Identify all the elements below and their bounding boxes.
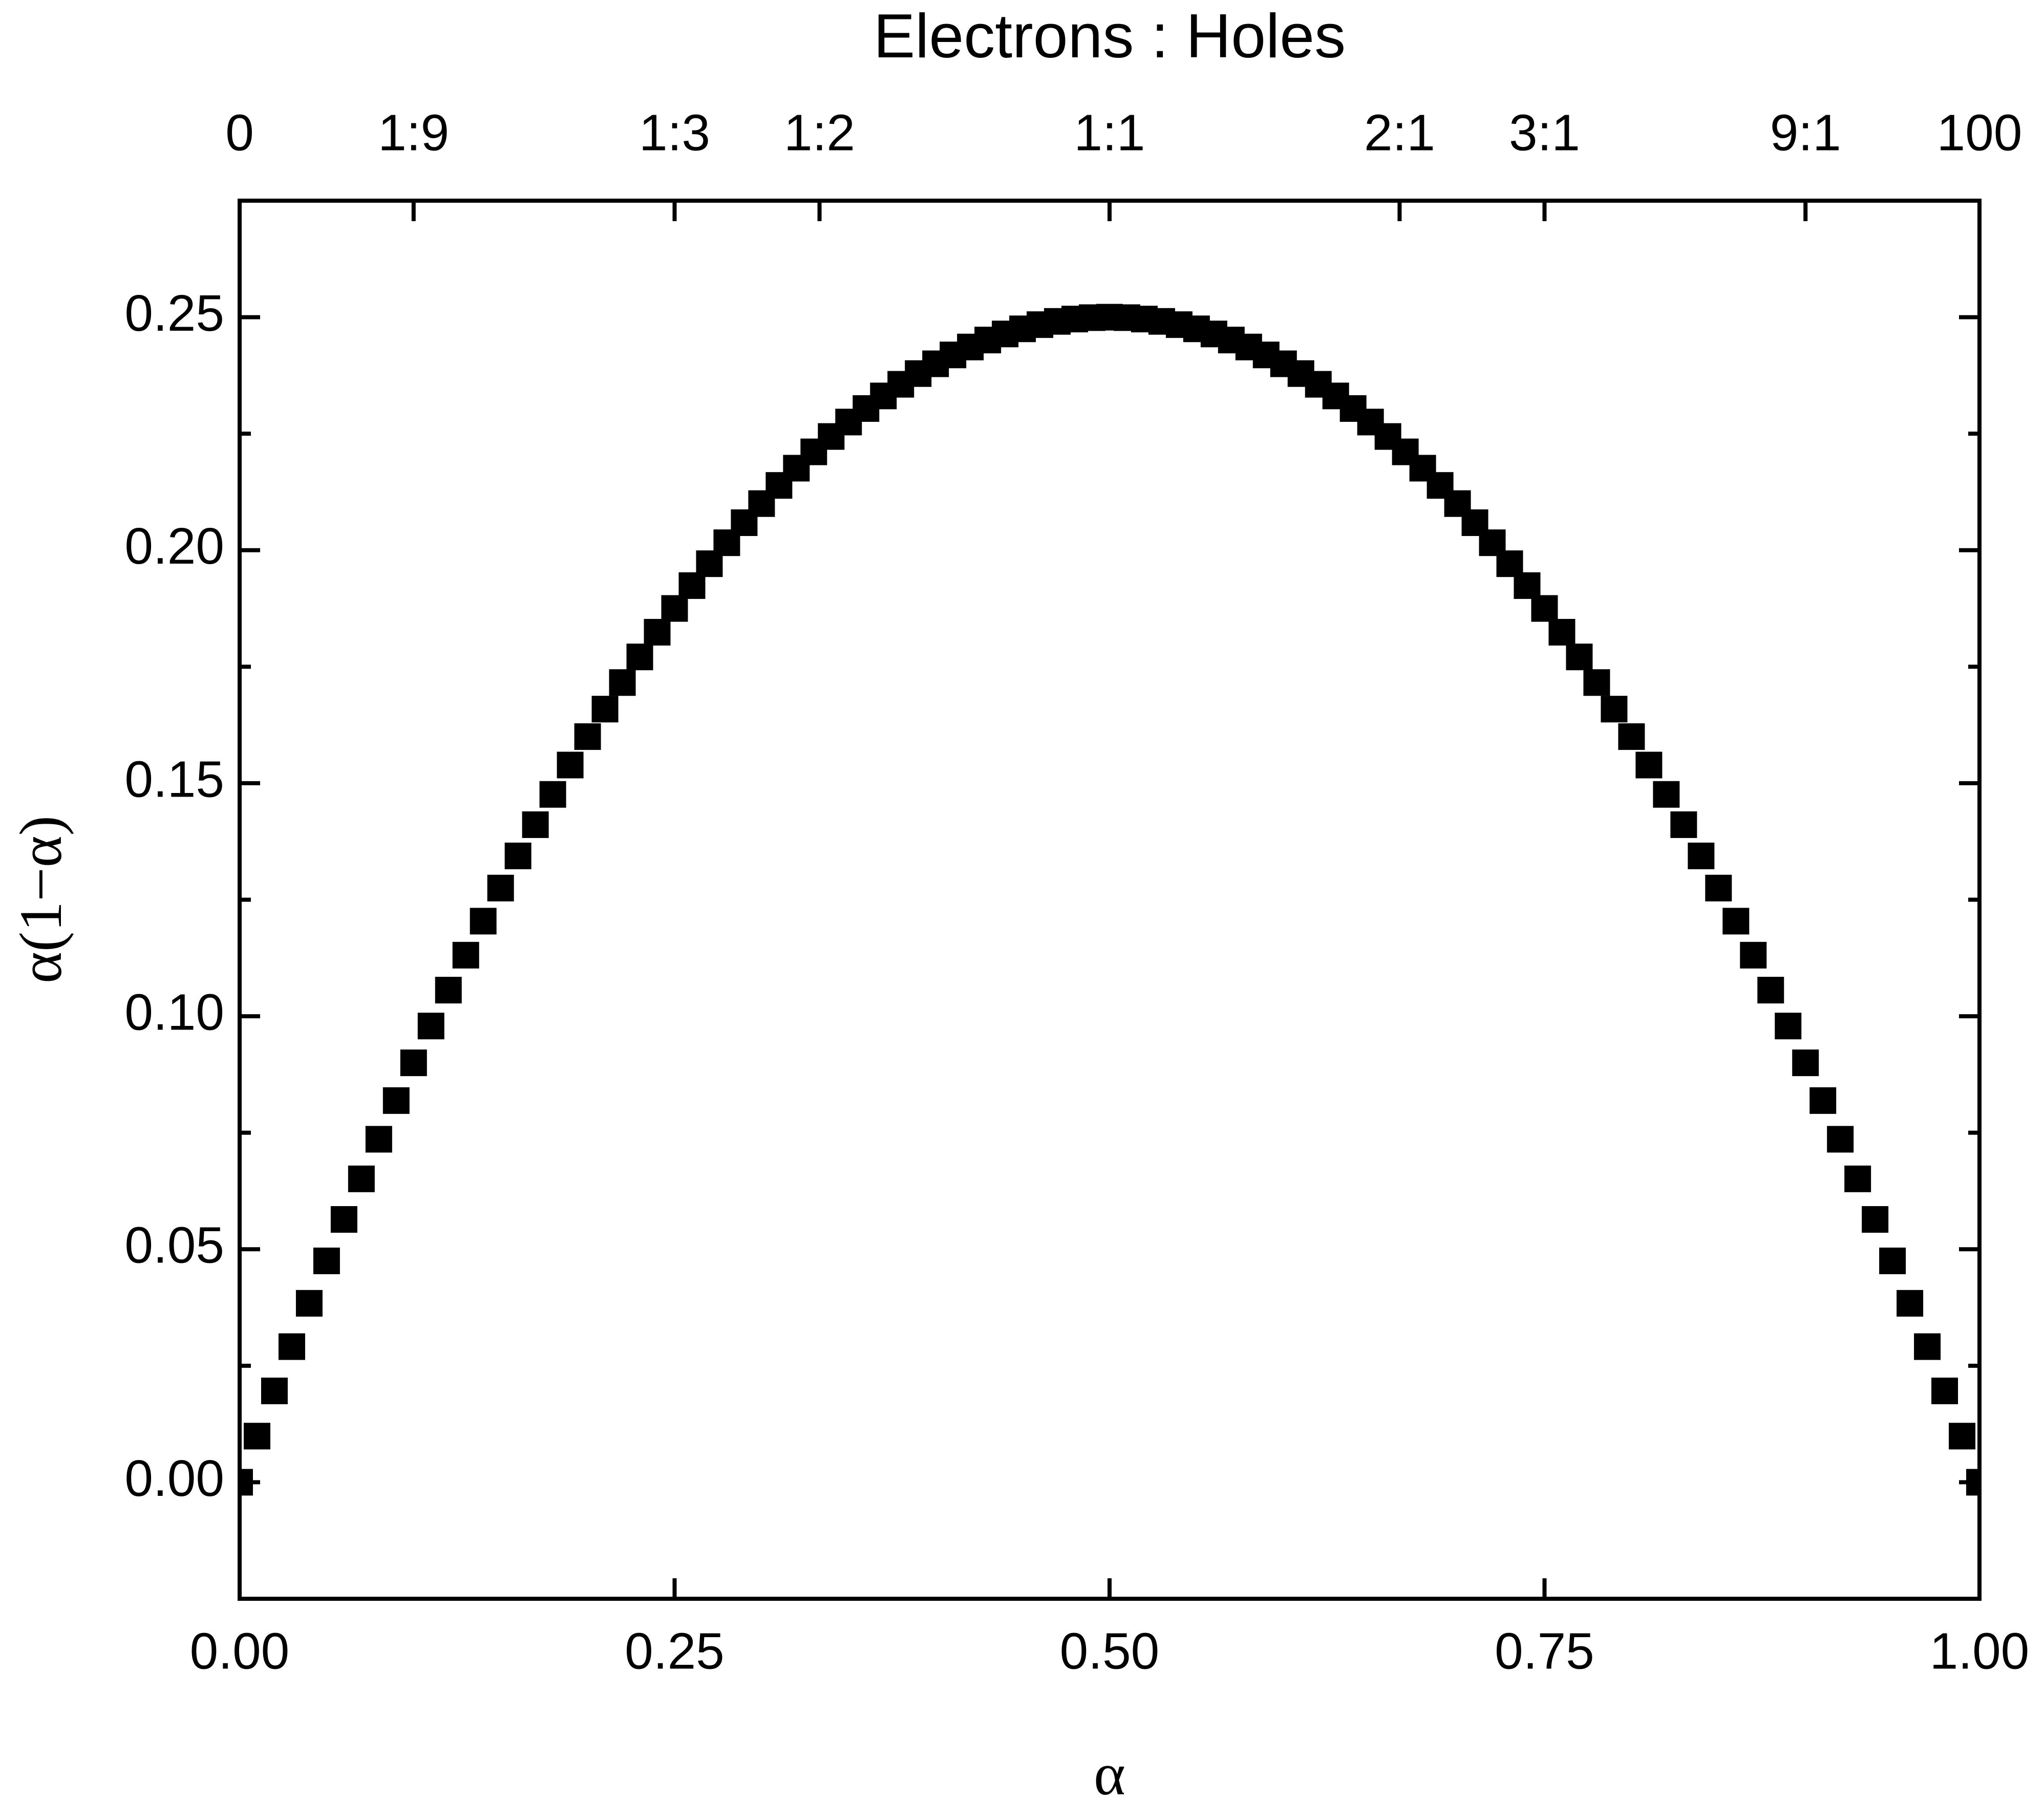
marker [470,908,497,935]
x2-tick-label: 1:3 [639,104,710,161]
marker [1566,643,1593,671]
marker [626,643,653,671]
marker [452,941,479,969]
marker [400,1049,427,1077]
y-axis-title: α(1−α) [7,816,74,983]
marker [348,1165,375,1192]
x2-tick-label: 1:9 [378,104,449,161]
marker [661,595,688,622]
x2-tick-label: 0 [225,104,254,161]
x2-tick-label: 1:2 [784,104,855,161]
marker [522,811,549,838]
marker [382,1087,410,1114]
marker [1514,572,1541,599]
marker [557,752,584,779]
marker [487,874,514,902]
x2-tick-label: 9:1 [1770,104,1841,161]
marker [1949,1423,1976,1450]
y-tick-label: 0.15 [124,750,224,808]
marker [1705,874,1732,902]
x-tick-label: 0.00 [190,1622,290,1680]
marker [1618,723,1645,750]
marker [644,618,671,646]
top-axis-title: Electrons : Holes [874,1,1346,71]
marker [1879,1248,1906,1275]
x2-tick-label: 3:1 [1509,104,1580,161]
marker [504,842,531,869]
marker [1740,941,1767,969]
marker [1792,1049,1819,1077]
x-tick-label: 1.00 [1930,1622,2030,1680]
y-tick-label: 0.10 [124,984,224,1041]
marker [1722,908,1750,935]
marker [313,1248,340,1275]
marker [330,1206,357,1233]
x2-tick-label: 100 [1937,104,2022,161]
marker [1635,752,1663,779]
marker [1914,1333,1941,1360]
marker [1548,618,1575,646]
y-tick-label: 0.20 [124,518,224,575]
plot-area [240,304,1979,1496]
y-tick-label: 0.25 [124,285,224,342]
marker [1827,1126,1854,1153]
x2-tick-label: 1:1 [1074,104,1145,161]
marker [278,1333,305,1360]
marker [295,1290,323,1317]
marker [243,1423,270,1450]
marker [261,1377,288,1404]
marker [1809,1087,1837,1114]
marker [1757,977,1784,1004]
x2-tick-label: 2:1 [1364,104,1435,161]
marker [574,723,601,750]
x-axis-title: α [1094,1741,1125,1802]
x-tick-label: 0.75 [1495,1622,1594,1680]
marker [1670,811,1697,838]
marker [539,781,566,808]
marker [1653,781,1680,808]
marker [1583,669,1610,696]
marker [1844,1165,1871,1192]
marker [591,696,619,723]
marker [417,1013,444,1040]
x-tick-label: 0.25 [625,1622,725,1680]
x-tick-label: 0.50 [1060,1622,1160,1680]
marker [1931,1377,1958,1404]
marker [1897,1290,1924,1317]
y-tick-label: 0.00 [124,1450,224,1507]
marker [365,1126,392,1153]
marker [1531,595,1558,622]
marker [1601,696,1628,723]
y-tick-label: 0.05 [124,1217,224,1274]
marker [1688,842,1715,869]
marker [1862,1206,1889,1233]
marker [435,977,462,1004]
marker [609,669,636,696]
marker [1775,1013,1802,1040]
